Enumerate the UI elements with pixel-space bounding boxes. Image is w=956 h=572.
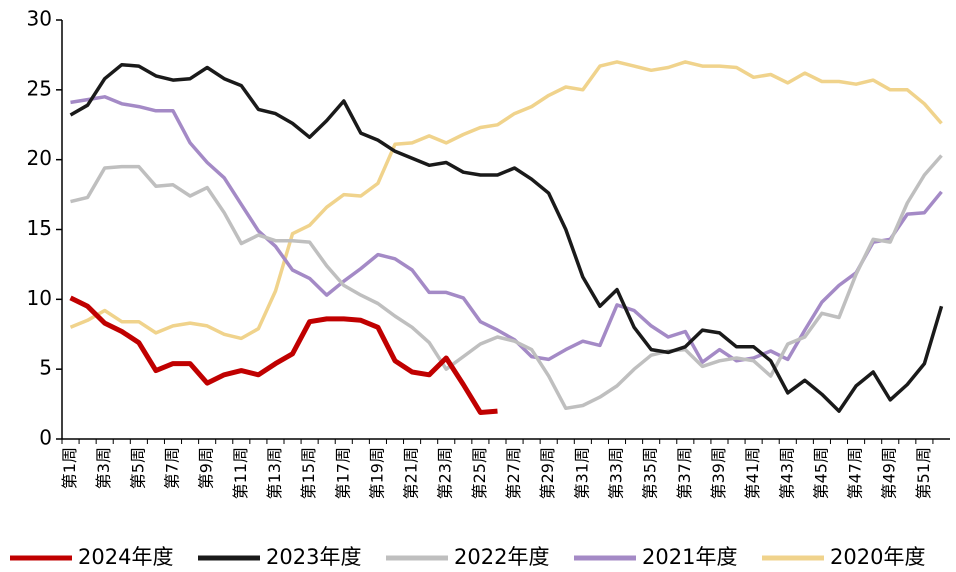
y-tick-label: 25 — [27, 76, 52, 100]
x-tick-label: 第31周 — [572, 447, 591, 499]
x-tick-label: 第39周 — [709, 447, 728, 499]
x-tick-label: 第29周 — [538, 447, 557, 499]
y-tick-label: 5 — [39, 356, 52, 380]
x-tick-label: 第15周 — [299, 447, 318, 499]
x-tick-label: 第33周 — [607, 447, 626, 499]
series-line — [70, 154, 943, 411]
x-tick-label: 第5周 — [128, 447, 147, 489]
x-tick-label: 第7周 — [163, 447, 182, 489]
x-tick-label: 第49周 — [880, 447, 899, 499]
legend-label: 2021年度 — [642, 545, 737, 569]
x-tick-label: 第35周 — [641, 447, 660, 499]
x-tick-label: 第3周 — [94, 447, 113, 489]
x-tick-label: 第45周 — [811, 447, 830, 499]
x-tick-label: 第11周 — [231, 447, 250, 499]
x-tick-label: 第9周 — [197, 447, 216, 489]
x-tick-label: 第17周 — [333, 447, 352, 499]
x-tick-label: 第25周 — [470, 447, 489, 499]
x-tick-label: 第47周 — [846, 447, 865, 499]
y-tick-label: 30 — [27, 7, 52, 31]
y-tick-label: 20 — [27, 146, 52, 170]
series-line — [69, 62, 944, 413]
legend-label: 2022年度 — [454, 545, 549, 569]
legend-label: 2024年度 — [78, 545, 173, 569]
x-tick-label: 第19周 — [367, 447, 386, 499]
series-line — [69, 295, 498, 415]
x-tick-label: 第51周 — [914, 447, 933, 499]
x-tick-label: 第21周 — [402, 447, 421, 499]
x-tick-label: 第27周 — [504, 447, 523, 499]
x-tick-label: 第13周 — [265, 447, 284, 499]
series-line — [70, 95, 943, 364]
x-tick-label: 第37周 — [675, 447, 694, 499]
y-tick-label: 15 — [27, 216, 52, 240]
x-tick-label: 第43周 — [777, 447, 796, 499]
legend-label: 2023年度 — [266, 545, 361, 569]
x-tick-label: 第41周 — [743, 447, 762, 499]
legend-label: 2020年度 — [830, 545, 925, 569]
x-tick-label: 第23周 — [436, 447, 455, 499]
series-line — [69, 60, 943, 341]
y-tick-label: 10 — [27, 286, 52, 310]
x-tick-label: 第1周 — [60, 447, 79, 489]
y-tick-label: 0 — [39, 426, 52, 450]
